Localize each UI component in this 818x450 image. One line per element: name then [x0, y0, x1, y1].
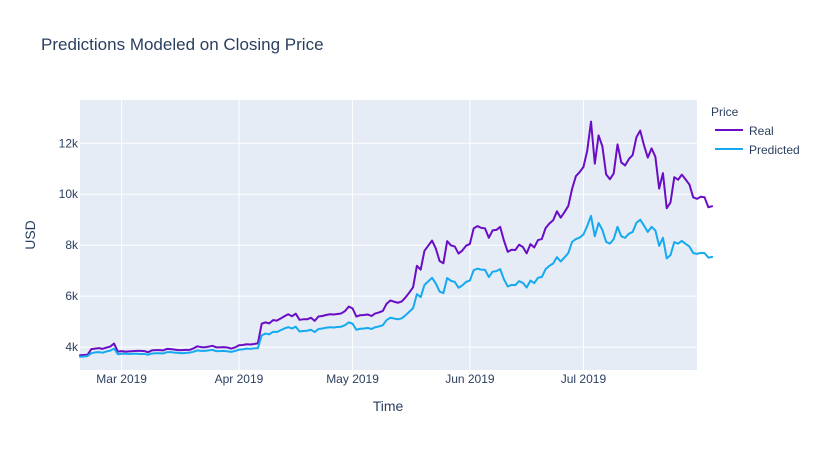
- y-tick-label: 10k: [59, 187, 79, 201]
- legend-title: Price: [711, 105, 739, 119]
- y-gridlines: [80, 142, 697, 348]
- y-tick-label: 8k: [65, 238, 79, 252]
- legend-label-real[interactable]: Real: [749, 124, 774, 138]
- y-axis-title: USD: [22, 220, 38, 250]
- x-tick-label: May 2019: [326, 372, 379, 386]
- series-line-predicted[interactable]: [79, 214, 714, 358]
- legend: Price Real Predicted: [711, 105, 800, 157]
- y-tick-label: 6k: [65, 289, 79, 303]
- x-tick-label: Jul 2019: [561, 372, 607, 386]
- y-tick-labels: 4k 6k 8k 10k 12k: [59, 136, 79, 354]
- x-tick-label: Jun 2019: [445, 372, 495, 386]
- series-layer: [79, 120, 714, 358]
- legend-label-predicted[interactable]: Predicted: [749, 143, 800, 157]
- x-tick-labels: Mar 2019 Apr 2019 May 2019 Jun 2019 Jul 2019: [96, 372, 606, 386]
- chart-title: Predictions Modeled on Closing Price: [41, 35, 324, 54]
- x-axis-title: Time: [373, 398, 404, 414]
- x-tick-label: Mar 2019: [96, 372, 147, 386]
- series-line-real[interactable]: [79, 120, 714, 357]
- x-tick-label: Apr 2019: [215, 372, 264, 386]
- y-tick-label: 4k: [65, 340, 79, 354]
- y-tick-label: 12k: [59, 136, 79, 150]
